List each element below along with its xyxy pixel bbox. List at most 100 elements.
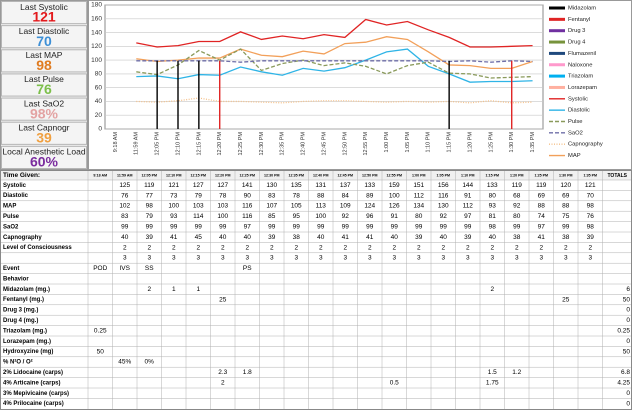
time-header: 12:55 PM [386, 173, 402, 177]
cell-value: 91 [391, 213, 399, 220]
cell-value: 3 [294, 255, 298, 262]
cell-value: 2 [147, 286, 151, 293]
cell-value: 125 [119, 182, 130, 189]
cell-value: 2 [123, 244, 127, 251]
cell-value: 91 [464, 192, 472, 199]
cell-value: 133 [364, 182, 375, 189]
cell-value: 96 [366, 213, 374, 220]
cell-value: 1.8 [243, 369, 252, 376]
cell-value: 100 [315, 213, 326, 220]
cell-value: 78 [219, 192, 227, 199]
x-tick-label: 9:18 AM [113, 132, 119, 153]
cell-value: 39 [587, 234, 595, 241]
cell-value: 83 [121, 213, 129, 220]
time-header: 12:25 PM [239, 173, 255, 177]
y-tick-label: 160 [91, 15, 102, 22]
cell-value: 25 [562, 296, 570, 303]
time-header: 9:18 AM [93, 173, 107, 177]
x-tick-label: 1:05 PM [405, 132, 411, 153]
time-header: 1:30 PM [559, 173, 573, 177]
cell-value: 1 [196, 286, 200, 293]
time-header: 12:40 PM [313, 173, 329, 177]
legend-label: Capnography [568, 142, 603, 148]
cell-value: 103 [217, 203, 228, 210]
vital-label: Last SaO2 [24, 98, 64, 108]
cell-value: IVS [120, 265, 131, 272]
cell-value: 2 [368, 244, 372, 251]
cell-value: 0.25 [94, 328, 107, 335]
time-header: 12:10 PM [166, 173, 182, 177]
cell-value: 119 [144, 182, 155, 189]
x-tick-label: 1:35 PM [530, 132, 536, 153]
legend-label: Lorazepam [568, 85, 597, 91]
cell-value: 141 [242, 182, 253, 189]
cell-value: 2 [417, 244, 421, 251]
row-label: Level of Consciousness [3, 245, 72, 251]
x-tick-label: 12:20 PM [217, 132, 223, 156]
time-header: 12:20 PM [215, 173, 231, 177]
cell-value: 2 [245, 244, 249, 251]
vital-value: 70 [36, 33, 52, 49]
cell-value: 69 [562, 192, 570, 199]
time-header: 1:05 PM [436, 173, 450, 177]
cell-value: 2 [172, 244, 176, 251]
cell-value: 68 [513, 192, 521, 199]
cell-value: 92 [513, 203, 521, 210]
cell-value: 99 [317, 224, 325, 231]
series-line [136, 48, 533, 79]
cell-value: 99 [121, 224, 129, 231]
legend-label: Midazolam [568, 6, 596, 12]
legend-label: Naloxone [568, 62, 593, 68]
cell-value: 41 [170, 234, 178, 241]
cell-value: 41 [366, 234, 374, 241]
cell-value: 2 [441, 244, 445, 251]
row-label: Diastolic [3, 193, 29, 199]
vital-box [1, 97, 87, 121]
x-tick-label: 12:30 PM [259, 132, 265, 156]
vital-box [1, 121, 87, 145]
legend-label: Triazolam [568, 74, 593, 80]
legend-label: Fentanyl [568, 17, 590, 23]
cell-value: 3 [123, 255, 127, 262]
cell-value: 116 [242, 213, 253, 220]
cell-value: 40 [489, 234, 497, 241]
cell-value: 2 [270, 244, 274, 251]
cell-value: 3 [270, 255, 274, 262]
vital-value: 39 [36, 129, 52, 145]
series-line [136, 18, 533, 48]
row-label: Capnography [3, 235, 42, 241]
total-value: 0 [626, 317, 630, 324]
cell-value: 80 [489, 192, 497, 199]
cell-value: 1 [172, 286, 176, 293]
cell-value: 116 [242, 203, 253, 210]
row-label: 4% Prilocaine (carps) [3, 401, 64, 407]
total-value: 0 [626, 390, 630, 397]
cell-value: 85 [268, 213, 276, 220]
vital-box [1, 1, 87, 25]
time-header: 12:15 PM [190, 173, 206, 177]
cell-value: 97 [244, 224, 252, 231]
vital-value: 98 [36, 57, 52, 73]
cell-value: 90 [244, 192, 252, 199]
cell-value: 112 [414, 192, 425, 199]
time-header: 1:00 PM [412, 173, 426, 177]
legend-label: Drug 3 [568, 28, 585, 34]
legend-label: Drug 4 [568, 40, 586, 46]
legend-label: Systolic [568, 96, 588, 102]
cell-value: 1.75 [486, 380, 499, 387]
x-tick-label: 1:20 PM [467, 132, 473, 153]
cell-value: 2 [294, 244, 298, 251]
cell-value: 3 [515, 255, 519, 262]
cell-value: 159 [389, 182, 400, 189]
vital-label: Last Pulse [24, 74, 64, 84]
cell-value: 130 [438, 203, 449, 210]
cell-value: PS [243, 265, 252, 272]
cell-value: 3 [466, 255, 470, 262]
series-line [136, 97, 533, 104]
cell-value: 99 [513, 224, 521, 231]
x-tick-label: 12:35 PM [280, 132, 286, 156]
vital-box [1, 73, 87, 97]
cell-value: 112 [463, 203, 474, 210]
row-label: Drug 3 (mg.) [3, 308, 38, 314]
